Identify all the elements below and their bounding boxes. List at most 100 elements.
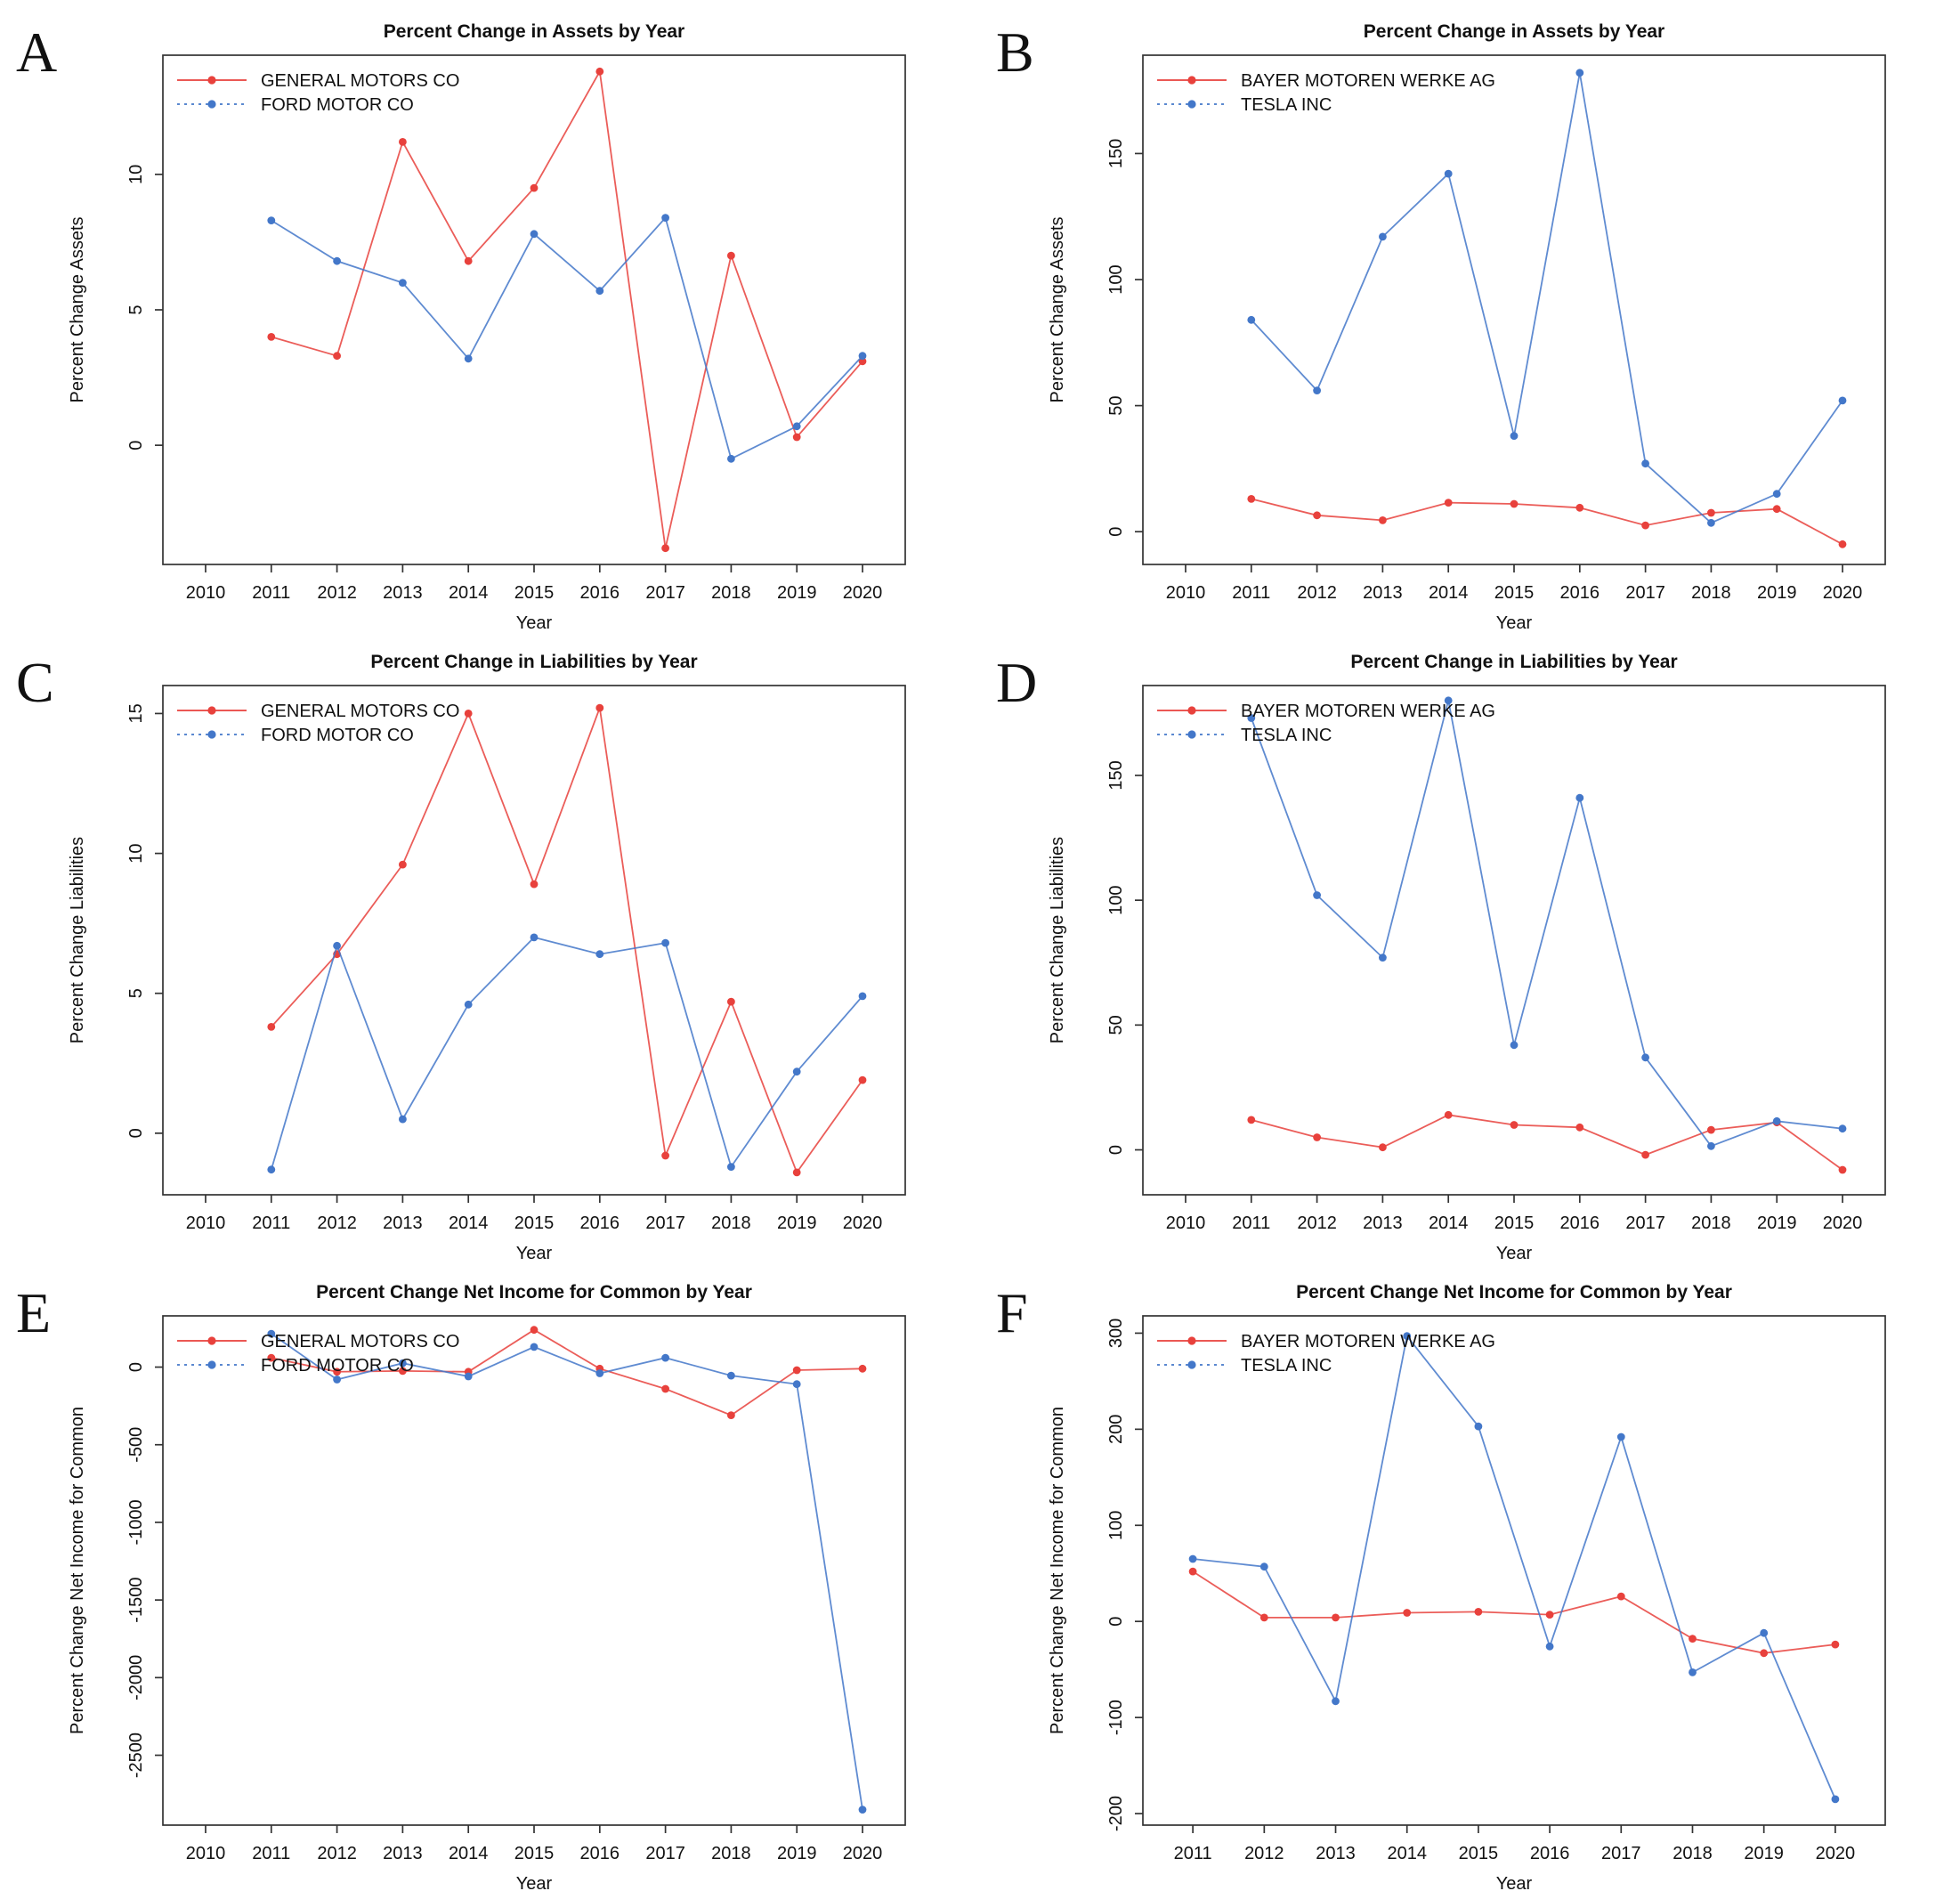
y-tick-label: 0 xyxy=(126,1362,146,1372)
data-point-series-1 xyxy=(1707,1141,1715,1150)
data-point-series-1 xyxy=(1259,1562,1268,1571)
x-tick-label: 2011 xyxy=(252,583,290,603)
panel-f: F Percent Change Net Income for Common by… xyxy=(980,1261,1960,1891)
data-point-series-1 xyxy=(399,1359,407,1368)
chart-title: Percent Change in Assets by Year xyxy=(384,21,684,42)
data-point-series-0 xyxy=(1247,495,1256,503)
x-tick-label: 2014 xyxy=(1429,1213,1469,1233)
x-tick-label: 2019 xyxy=(1744,1844,1784,1863)
data-point-series-1 xyxy=(1247,714,1256,722)
legend-marker-0 xyxy=(207,706,216,715)
y-tick-label: -200 xyxy=(1106,1796,1126,1831)
data-point-series-0 xyxy=(858,357,867,366)
data-point-series-0 xyxy=(792,1366,801,1375)
legend-marker-1 xyxy=(207,100,216,109)
chart-netincome-gm-ford: E Percent Change Net Income for Common by… xyxy=(16,1281,906,1891)
y-axis-label: Percent Change Liabilities xyxy=(68,837,87,1043)
data-point-series-1 xyxy=(858,352,867,361)
data-point-series-0 xyxy=(1313,1133,1321,1141)
series-line-1 xyxy=(271,215,863,460)
y-tick-label: -100 xyxy=(1106,1700,1126,1735)
x-tick-label: 2019 xyxy=(777,583,817,603)
x-tick-label: 2010 xyxy=(186,583,226,603)
x-axis-label: Year xyxy=(516,1874,553,1891)
y-tick-label: 0 xyxy=(1106,527,1126,537)
series-line-1 xyxy=(271,1333,863,1810)
x-tick-label: 2017 xyxy=(1625,1213,1665,1233)
data-point-series-0 xyxy=(333,352,341,361)
plot-box xyxy=(1142,1315,1886,1826)
x-tick-label: 2017 xyxy=(1625,583,1665,603)
x-tick-label: 2011 xyxy=(1232,1213,1270,1233)
legend-label-0: BAYER MOTOREN WERKE AG xyxy=(1241,71,1495,91)
data-point-series-1 xyxy=(333,1376,341,1384)
data-point-series-0 xyxy=(595,703,604,712)
legend-label-1: TESLA INC xyxy=(1241,1356,1332,1376)
y-tick-label: 100 xyxy=(1106,1511,1126,1540)
data-point-series-0 xyxy=(464,256,473,265)
x-tick-label: 2020 xyxy=(843,1844,883,1863)
panel-letter-label: E xyxy=(16,1281,51,1344)
chart-assets-gm-ford: A Percent Change in Assets by Year 2010 201… xyxy=(16,20,906,630)
chart-title: Percent Change in Liabilities by Year xyxy=(370,652,697,672)
series-line-0 xyxy=(271,707,863,1174)
data-point-series-1 xyxy=(1707,518,1715,527)
data-point-series-1 xyxy=(661,938,669,947)
legend-label-1: FORD MOTOR CO xyxy=(261,95,414,115)
x-tick-label: 2012 xyxy=(1244,1844,1284,1863)
x-tick-label: 2017 xyxy=(645,583,685,603)
data-point-series-0 xyxy=(1575,503,1584,512)
x-tick-label: 2018 xyxy=(711,1213,751,1233)
y-tick-label: 150 xyxy=(1106,760,1126,790)
data-point-series-0 xyxy=(267,1353,276,1362)
data-point-series-0 xyxy=(267,333,276,341)
y-tick-label: 100 xyxy=(1106,885,1126,914)
data-point-series-1 xyxy=(1188,1554,1197,1563)
x-tick-label: 2020 xyxy=(843,583,883,603)
x-tick-label: 2015 xyxy=(514,1213,555,1233)
data-point-series-0 xyxy=(1838,540,1847,548)
data-point-series-1 xyxy=(1247,315,1256,324)
y-tick-label: -2000 xyxy=(126,1655,146,1700)
x-tick-label: 2020 xyxy=(1823,1213,1863,1233)
data-point-series-1 xyxy=(727,1371,735,1380)
x-tick-label: 2012 xyxy=(317,1213,357,1233)
x-tick-label: 2013 xyxy=(383,1213,423,1233)
data-point-series-1 xyxy=(267,1165,276,1174)
data-point-series-0 xyxy=(727,251,735,260)
series-line-1 xyxy=(1251,72,1843,524)
x-tick-label: 2014 xyxy=(449,1213,489,1233)
legend-marker-1 xyxy=(207,1360,216,1369)
y-tick-label: 10 xyxy=(126,843,146,863)
x-axis-label: Year xyxy=(1496,1874,1533,1891)
chart-title: Percent Change in Assets by Year xyxy=(1364,21,1664,42)
data-point-series-1 xyxy=(1379,954,1387,962)
y-tick-label: 100 xyxy=(1106,264,1126,294)
data-point-series-0 xyxy=(595,67,604,76)
data-point-series-1 xyxy=(1545,1642,1554,1651)
data-point-series-1 xyxy=(727,1163,735,1171)
data-point-series-0 xyxy=(661,1384,669,1393)
data-point-series-0 xyxy=(267,1023,276,1031)
x-tick-label: 2018 xyxy=(711,1844,751,1863)
x-tick-label: 2020 xyxy=(1816,1844,1855,1863)
legend-label-0: GENERAL MOTORS CO xyxy=(261,1332,459,1351)
data-point-series-0 xyxy=(1510,499,1519,508)
data-point-series-0 xyxy=(858,1364,867,1373)
chart-title: Percent Change in Liabilities by Year xyxy=(1350,652,1677,672)
data-point-series-1 xyxy=(858,992,867,1001)
series-line-0 xyxy=(1251,498,1843,546)
data-point-series-0 xyxy=(530,880,539,889)
data-point-series-1 xyxy=(661,1353,669,1362)
y-tick-label: -2500 xyxy=(126,1733,146,1778)
x-tick-label: 2014 xyxy=(1429,583,1469,603)
data-point-series-0 xyxy=(1188,1567,1197,1576)
y-tick-label: 50 xyxy=(1106,1015,1126,1035)
data-point-series-0 xyxy=(464,710,473,718)
x-tick-label: 2015 xyxy=(1494,583,1535,603)
data-point-series-0 xyxy=(530,183,539,192)
data-point-series-0 xyxy=(1616,1592,1625,1601)
data-point-series-1 xyxy=(1313,891,1321,899)
y-tick-label: 0 xyxy=(126,441,146,450)
x-tick-label: 2010 xyxy=(1166,583,1206,603)
